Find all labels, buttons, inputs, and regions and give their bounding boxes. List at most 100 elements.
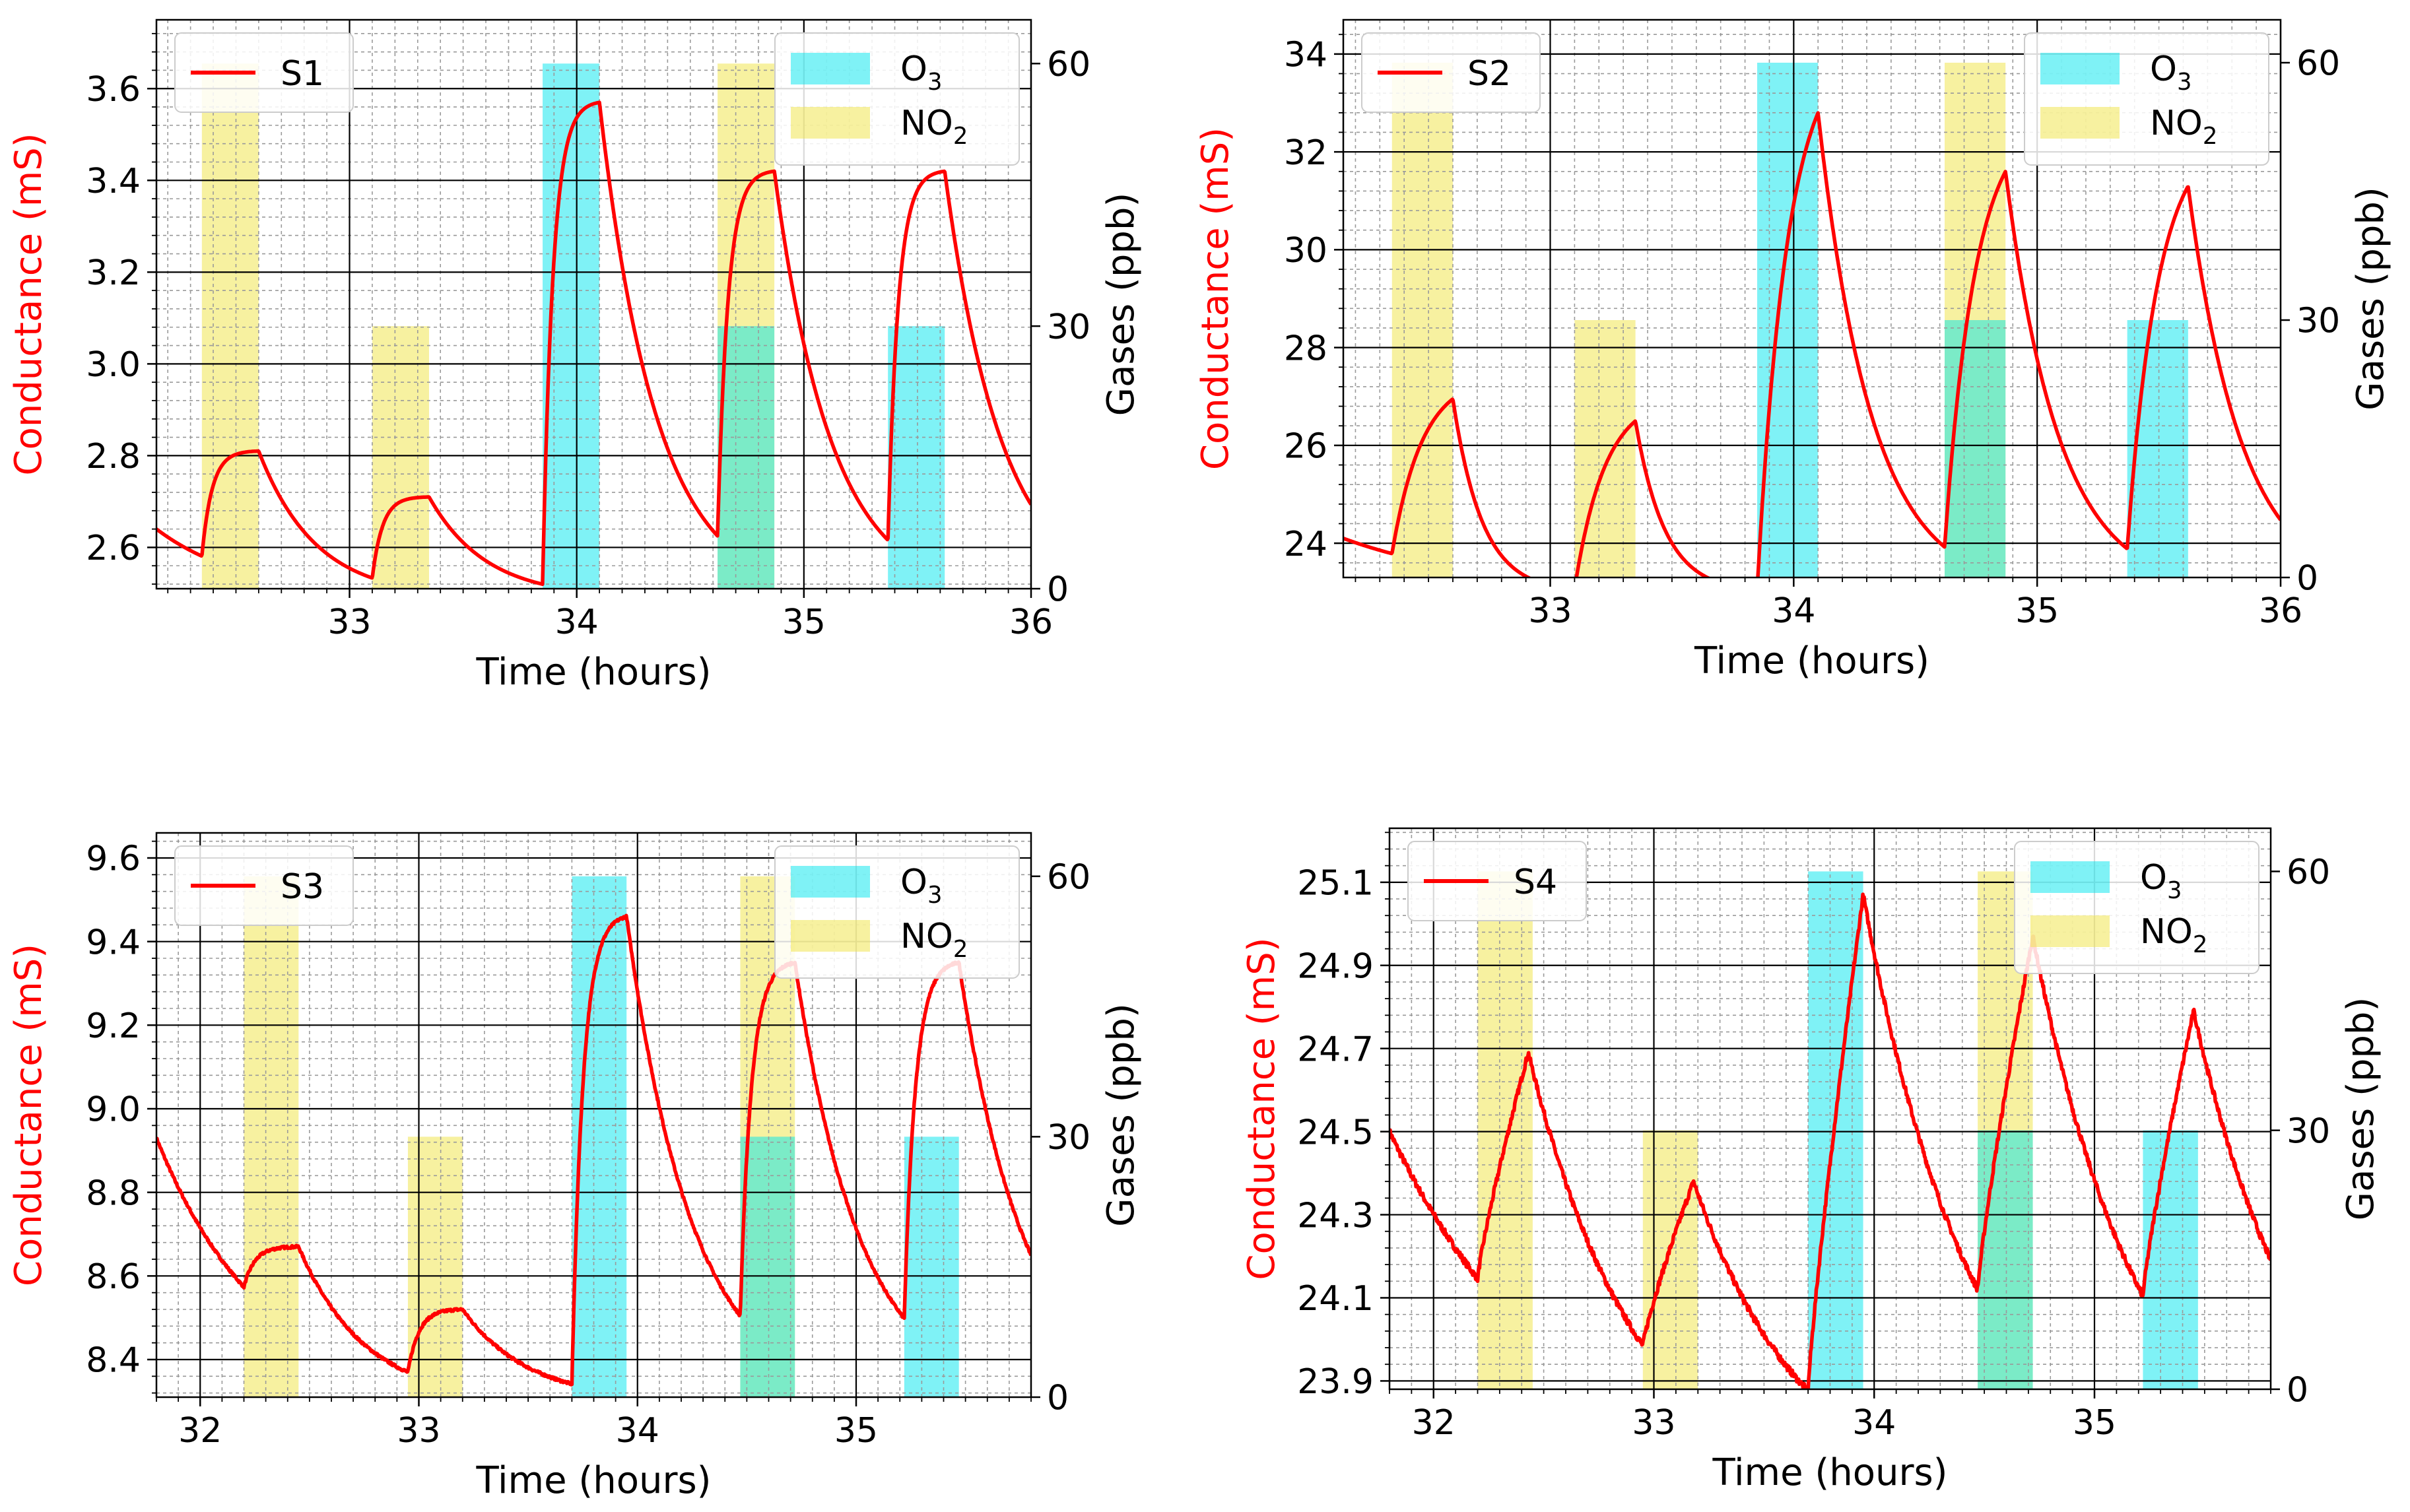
x-tick-label: 36: [1009, 603, 1053, 642]
gas-bar-no2-1: [1642, 1130, 1698, 1389]
y-axis-label-left: Conductance (mS): [1194, 127, 1237, 470]
chart-panel-s2: 24 26 28 30 32 34 33 34 35 360 30 60 Time (hours) Con…: [1194, 18, 2392, 682]
y-axis-label-left: Conductance (mS): [7, 944, 50, 1286]
legend-box: [1361, 32, 1541, 113]
gas-bar-o3-4: [740, 1136, 795, 1397]
y-axis-label-right: Gases (ppb): [1100, 193, 1143, 416]
gas-bar-o3-5: [2143, 1130, 2198, 1389]
x-axis-label: Time (hours): [476, 651, 712, 694]
y-tick-label: 24: [1284, 525, 1327, 564]
plot-frame: [155, 18, 1032, 590]
y-tick-label: 3.6: [86, 70, 141, 110]
right-y-tick-label: 60: [1047, 45, 1090, 84]
right-y-tick-label: 60: [1047, 857, 1090, 897]
legend-swatch-o3: [2030, 861, 2110, 893]
legend-swatch-o3: [791, 866, 870, 898]
right-y-tick-label: 30: [1047, 308, 1090, 347]
x-tick-label: 33: [1528, 591, 1572, 631]
legend-label-o3: O3: [2140, 858, 2182, 904]
legend-swatch-o3: [2040, 53, 2120, 84]
y-tick-label: 8.8: [86, 1173, 141, 1213]
gas-bars: [201, 63, 945, 589]
y-tick-label: 24.1: [1297, 1279, 1374, 1319]
gas-bar-no2-0: [201, 63, 259, 589]
x-tick-label: 33: [327, 603, 371, 642]
y-tick-label: 8.4: [86, 1341, 141, 1381]
x-tick-label: 33: [397, 1411, 440, 1451]
gas-bar-no2-1: [372, 326, 429, 589]
y-tick-label: 28: [1284, 329, 1327, 368]
y-tick-label: 26: [1284, 427, 1327, 467]
y-tick-label: 9.0: [86, 1090, 141, 1130]
gas-bar-o3-5: [904, 1136, 959, 1397]
y-tick-label: 3.0: [86, 345, 141, 385]
x-tick-label: 36: [2259, 591, 2302, 631]
legend-label-o3: O3: [900, 863, 942, 909]
x-tick-label: 35: [2073, 1403, 2116, 1443]
series-legend: S3: [174, 845, 354, 926]
x-axis-label: Time (hours): [1694, 640, 1929, 682]
legend-swatch-no2: [791, 107, 870, 139]
legend-label-no2: NO2: [2150, 104, 2217, 150]
x-axis-label: Time (hours): [1712, 1451, 1948, 1494]
chart-panel-s3: 8.4 8.6 8.8 9.0 9.2 9.4 9.6 32 33 34 35 0 30 60 Time (…: [7, 832, 1143, 1502]
legend-series-label: S3: [281, 867, 324, 907]
gas-bar-no2-0: [244, 876, 299, 1397]
y-tick-label: 9.4: [86, 923, 141, 962]
legend-series-label: S1: [281, 54, 324, 94]
x-tick-label: 34: [1772, 591, 1815, 631]
legend-label-no2: NO2: [2140, 912, 2207, 958]
right-y-tick-label: 0: [2287, 1371, 2308, 1410]
series-line-s1: [156, 100, 1031, 586]
legend-swatch-no2: [2030, 915, 2110, 947]
legend-series-label: S2: [1467, 54, 1511, 94]
legend-label-o3: O3: [2150, 49, 2192, 96]
right-y-tick-label: 0: [1047, 570, 1069, 610]
x-tick-label: 35: [782, 603, 826, 642]
gas-bars: [244, 876, 959, 1397]
gas-bar-no2-0: [1477, 871, 1533, 1389]
x-tick-label: 34: [616, 1411, 659, 1451]
gas-bar-o3-4: [1978, 1130, 2033, 1389]
gas-bars: [1391, 63, 2188, 577]
y-tick-label: 24.7: [1297, 1030, 1374, 1069]
plot-frame: [1342, 18, 2282, 579]
gas-bar-no2-1: [407, 1136, 463, 1397]
legend-label-no2: NO2: [900, 104, 968, 150]
series-line-s2: [1343, 111, 2281, 577]
chart-panel-s4: 23.9 24.1 24.3 24.5 24.7 24.9 25.1 32 33 34 35 0 30 6…: [1240, 827, 2382, 1494]
x-tick-label: 34: [1852, 1403, 1896, 1443]
legend-box: [1407, 841, 1587, 921]
legend-series-label: S4: [1514, 863, 1557, 902]
y-tick-label: 23.9: [1297, 1362, 1374, 1402]
right-y-tick-label: 30: [2296, 302, 2340, 341]
series-line-s4: [1389, 892, 2271, 1389]
x-axis-label: Time (hours): [476, 1459, 712, 1502]
y-tick-label: 25.1: [1297, 864, 1374, 904]
y-axis-label-right: Gases (ppb): [1100, 1003, 1143, 1227]
y-tick-label: 2.8: [86, 437, 141, 477]
right-y-tick-label: 0: [2296, 559, 2318, 599]
chart-panel-s1: 2.6 2.8 3.0 3.2 3.4 3.6 33 34 35 360 30 60 Time (hou…: [7, 18, 1143, 694]
y-tick-label: 2.6: [86, 529, 141, 568]
gas-bar-o3-5: [2127, 320, 2188, 577]
right-y-tick-label: 0: [1047, 1379, 1069, 1418]
right-y-tick-label: 60: [2296, 44, 2340, 84]
right-y-tick-label: 30: [1047, 1118, 1090, 1158]
gas-bar-o3-4: [1945, 320, 2006, 577]
x-tick-label: 32: [1412, 1403, 1456, 1443]
x-tick-label: 35: [2015, 591, 2059, 631]
y-tick-label: 24.5: [1297, 1113, 1374, 1152]
right-y-tick-label: 60: [2287, 853, 2330, 892]
y-tick-label: 24.9: [1297, 946, 1374, 986]
x-tick-label: 33: [1632, 1403, 1675, 1443]
y-axis-label-left: Conductance (mS): [1240, 937, 1283, 1280]
y-axis-label-left: Conductance (mS): [7, 133, 50, 475]
gas-bar-no2-0: [1391, 63, 1453, 577]
series-line-s3: [156, 913, 1031, 1387]
